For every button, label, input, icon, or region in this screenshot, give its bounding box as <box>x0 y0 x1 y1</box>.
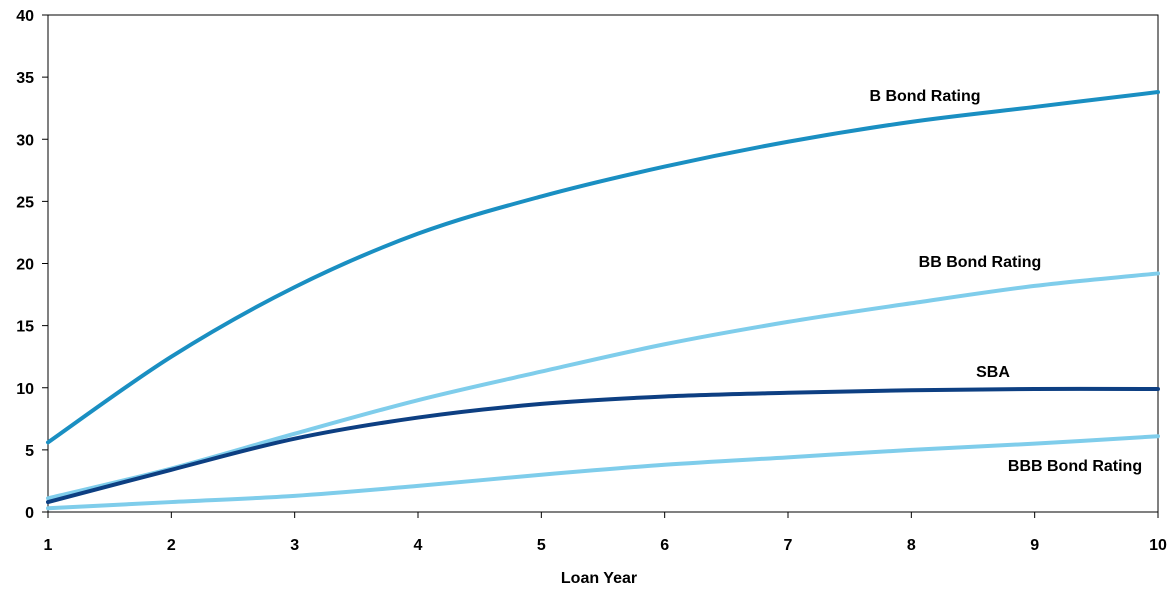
y-tick-label: 25 <box>16 194 34 211</box>
series-label-sba: SBA <box>976 364 1010 381</box>
x-tick-label: 1 <box>44 537 53 554</box>
series-line-sba <box>46 386 1160 505</box>
series-label-bb-bond-rating: BB Bond Rating <box>919 254 1042 271</box>
series-labels: B Bond Rating BB Bond Rating SBA BBB Bond R… <box>869 88 1142 475</box>
x-tick-label: 2 <box>167 537 176 554</box>
x-tick-label: 7 <box>784 537 793 554</box>
series-line-bbb-bond-rating <box>46 434 1160 511</box>
y-tick-label: 35 <box>16 70 34 87</box>
x-tick-label: 5 <box>537 537 546 554</box>
x-tick-label: 6 <box>660 537 669 554</box>
y-tick-label: 15 <box>16 319 34 336</box>
y-tick-label: 30 <box>16 132 34 149</box>
axes: 0 5 10 15 20 25 30 35 40 1 2 3 4 5 6 7 8 9 10 <box>16 8 1167 554</box>
series-label-b-bond-rating: B Bond Rating <box>869 88 980 105</box>
series-lines <box>46 90 1160 511</box>
x-tick-label: 4 <box>414 537 423 554</box>
y-tick-label: 0 <box>25 505 34 522</box>
series-line-b-bond-rating <box>46 90 1160 445</box>
series-label-bbb-bond-rating: BBB Bond Rating <box>1008 458 1142 475</box>
x-tick-label: 9 <box>1030 537 1039 554</box>
y-tick-label: 20 <box>16 257 34 274</box>
x-tick-label: 10 <box>1149 537 1167 554</box>
y-tick-label: 10 <box>16 381 34 398</box>
y-tick-label: 40 <box>16 8 34 25</box>
y-tick-label: 5 <box>25 443 34 460</box>
x-tick-label: 3 <box>290 537 299 554</box>
x-tick-label: 8 <box>907 537 916 554</box>
x-axis-title: Loan Year <box>561 570 637 587</box>
series-line-bb-bond-rating <box>46 271 1160 501</box>
